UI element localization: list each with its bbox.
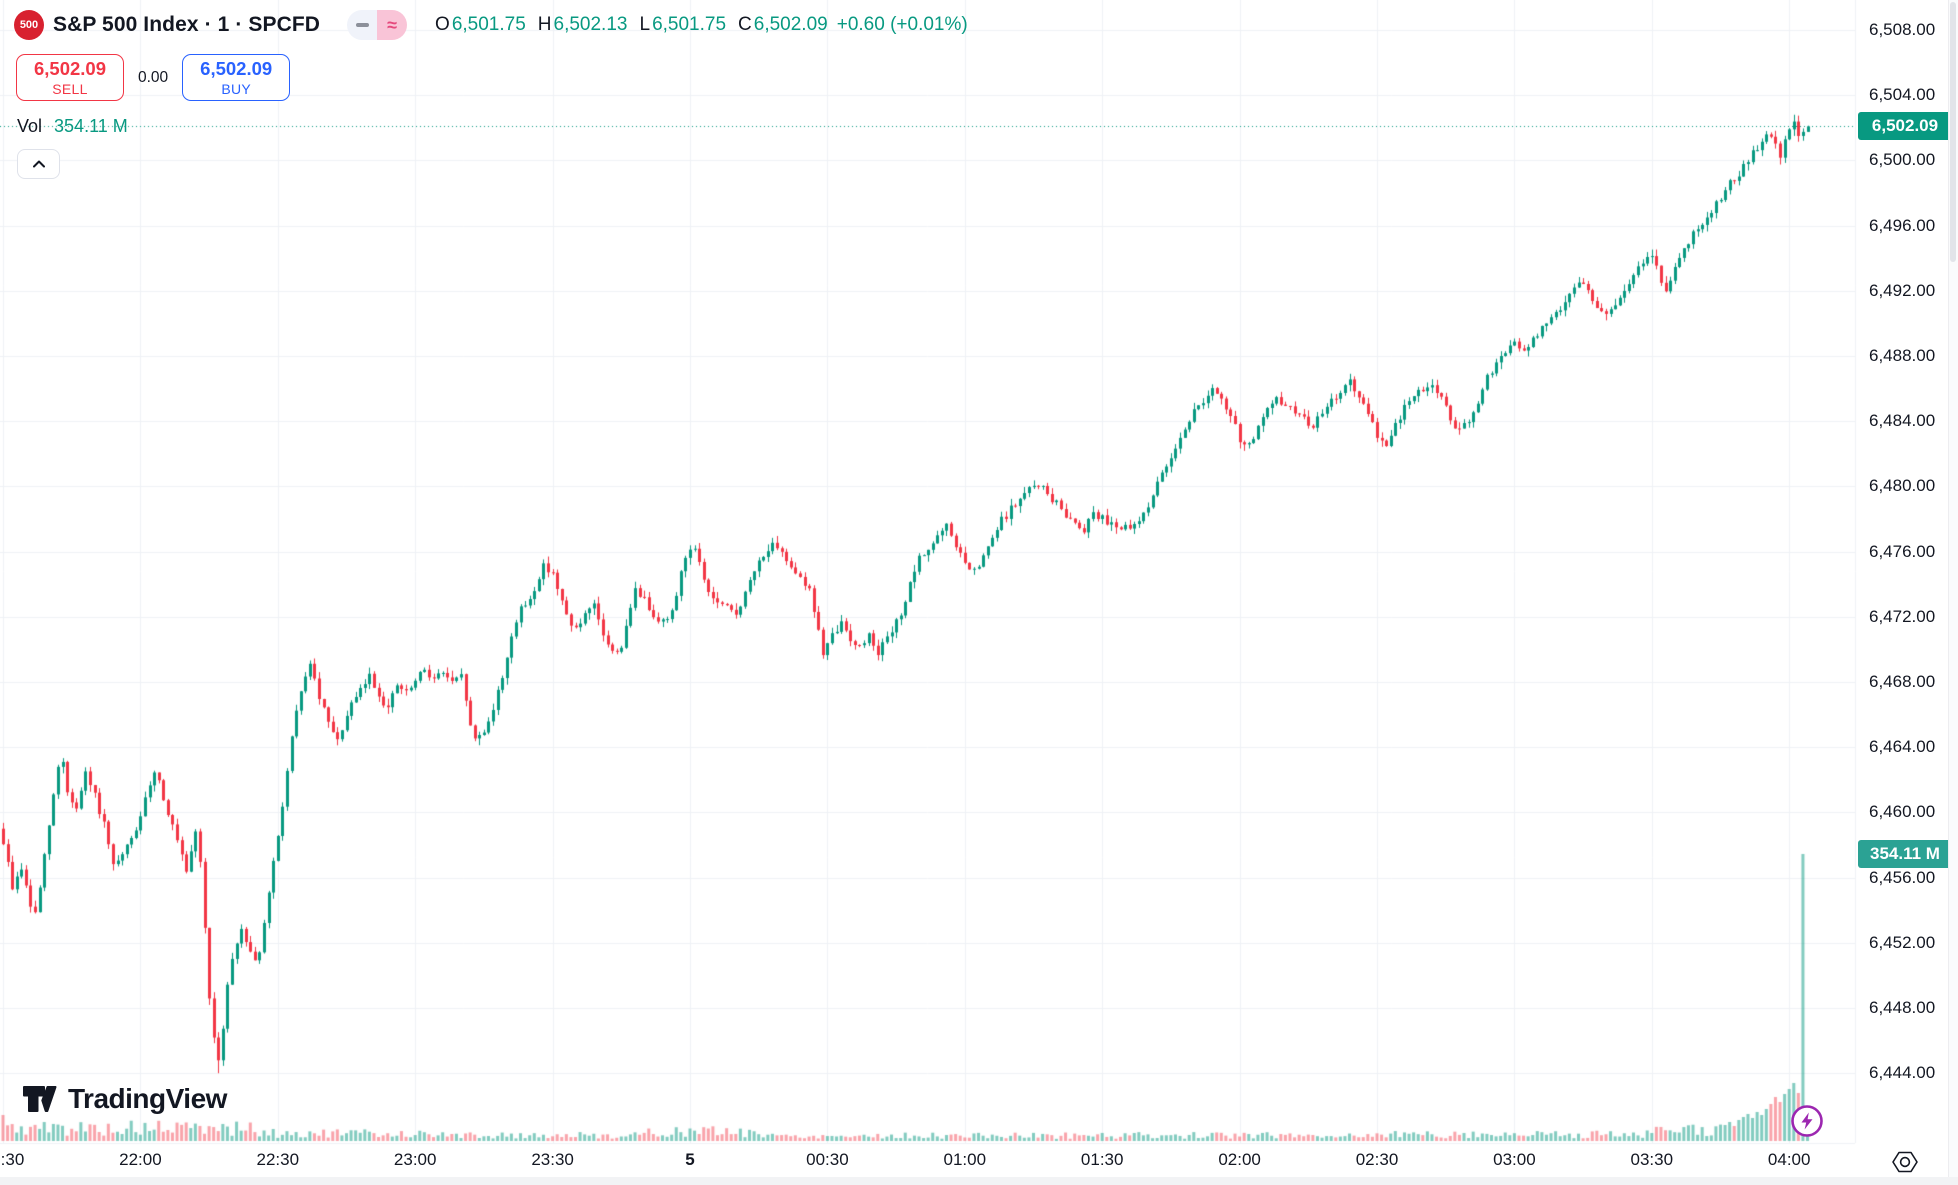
price-axis-label: 6,484.00 xyxy=(1869,411,1936,431)
time-axis-label: 22:30 xyxy=(256,1150,300,1169)
price-axis-label: 6,488.00 xyxy=(1869,346,1936,365)
time-axis-label: 01:00 xyxy=(943,1150,987,1169)
sell-price: 6,502.09 xyxy=(33,58,106,79)
time-axis-label: 23:00 xyxy=(393,1150,437,1169)
ohlc-readout: O 6,501.75 H 6,502.13 L 6,501.75 C 6,502… xyxy=(435,14,968,36)
buy-button[interactable]: 6,502.09 BUY xyxy=(182,54,291,101)
approx-equals-icon[interactable]: ≈ xyxy=(377,10,408,40)
tradingview-logo-text: TradingView xyxy=(68,1083,227,1114)
volume-study-legend[interactable]: Vol 354.11 M xyxy=(17,116,128,137)
lightning-icon xyxy=(1791,1105,1823,1137)
quick-trade-button[interactable] xyxy=(1790,1104,1824,1138)
last-price-badge: 6,502.09 xyxy=(1858,112,1952,141)
symbol-title[interactable]: S&P 500 Index · 1 · SPCFD xyxy=(53,13,321,36)
spread-value: 0.00 xyxy=(138,68,169,86)
chart-legend: 500 S&P 500 Index · 1 · SPCFD ≈ O 6,501.… xyxy=(14,8,968,42)
price-axis-label: 6,476.00 xyxy=(1869,541,1936,561)
hexagon-settings-icon xyxy=(1892,1151,1918,1173)
open-value: 6,501.75 xyxy=(451,14,526,35)
vertical-scrollbar-thumb[interactable] xyxy=(1950,2,1956,262)
sell-label: SELL xyxy=(52,81,88,97)
time-axis-label: 03:00 xyxy=(1493,1150,1536,1169)
price-axis-label: 6,500.00 xyxy=(1869,150,1936,170)
low-label: L xyxy=(639,14,651,35)
close-label: C xyxy=(738,14,752,35)
time-axis-label: 04:00 xyxy=(1767,1150,1811,1169)
trade-buttons: 6,502.09 SELL 0.00 6,502.09 BUY xyxy=(16,54,291,101)
time-axis[interactable]: 21:30 22:00 22:30 23:00 23:30 5 00:30 01:00 01:3… xyxy=(0,1143,1948,1177)
price-axis-label: 6,492.00 xyxy=(1869,280,1936,300)
volume-badge: 354.11 M xyxy=(1858,840,1952,868)
vertical-scrollbar[interactable] xyxy=(1948,0,1958,1177)
price-axis-label: 6,496.00 xyxy=(1869,215,1936,235)
chevron-up-icon xyxy=(32,160,45,168)
price-axis-label: 6,448.00 xyxy=(1869,998,1936,1017)
volume-label: Vol xyxy=(17,116,43,136)
high-value: 6,502.13 xyxy=(553,14,628,35)
legend-collapse-button[interactable] xyxy=(17,149,60,179)
time-axis-label: 5 xyxy=(685,1150,695,1169)
tradingview-mark xyxy=(23,1086,57,1112)
price-axis-label: 6,456.00 xyxy=(1869,867,1936,887)
price-axis-label: 6,468.00 xyxy=(1869,672,1936,691)
time-axis-label: 23:30 xyxy=(531,1150,574,1169)
price-axis-label: 6,444.00 xyxy=(1869,1063,1936,1083)
sell-button[interactable]: 6,502.09 SELL xyxy=(16,54,124,101)
price-axis-label: 6,460.00 xyxy=(1869,802,1936,822)
tradingview-attribution[interactable]: TradingView xyxy=(22,1083,227,1115)
price-axis-label: 6,480.00 xyxy=(1869,476,1936,496)
buy-price: 6,502.09 xyxy=(200,58,273,79)
axis-settings-button[interactable] xyxy=(1891,1149,1919,1175)
change-value: +0.60 (+0.01%) xyxy=(836,14,968,35)
high-label: H xyxy=(537,14,552,35)
open-label: O xyxy=(435,14,450,35)
sp500-logo-icon: 500 xyxy=(14,10,44,40)
time-axis-label: 02:00 xyxy=(1218,1150,1261,1169)
time-axis-label: 02:30 xyxy=(1355,1150,1399,1169)
price-axis[interactable]: 6,508.00 6,504.00 6,500.00 6,496.00 6,492.00… xyxy=(1856,0,1948,1177)
time-axis-label: 01:30 xyxy=(1080,1150,1124,1169)
trading-panel-toggle[interactable]: ≈ xyxy=(347,10,408,40)
low-value: 6,501.75 xyxy=(652,14,727,35)
buy-label: BUY xyxy=(221,81,252,97)
time-axis-label: 00:30 xyxy=(806,1150,849,1169)
time-axis-label: 21:30 xyxy=(0,1150,25,1169)
price-axis-label: 6,464.00 xyxy=(1869,737,1936,757)
price-axis-label: 6,508.00 xyxy=(1869,20,1936,39)
close-value: 6,502.09 xyxy=(753,14,828,35)
horizontal-scrollbar[interactable] xyxy=(0,1177,1958,1185)
volume-value: 354.11 M xyxy=(54,116,128,136)
time-axis-label: 22:00 xyxy=(119,1150,162,1169)
time-axis-label: 03:30 xyxy=(1630,1150,1674,1169)
price-axis-label: 6,504.00 xyxy=(1869,85,1936,105)
price-axis-label: 6,452.00 xyxy=(1869,932,1936,952)
minus-icon[interactable] xyxy=(347,10,378,40)
price-axis-label: 6,472.00 xyxy=(1869,606,1936,626)
